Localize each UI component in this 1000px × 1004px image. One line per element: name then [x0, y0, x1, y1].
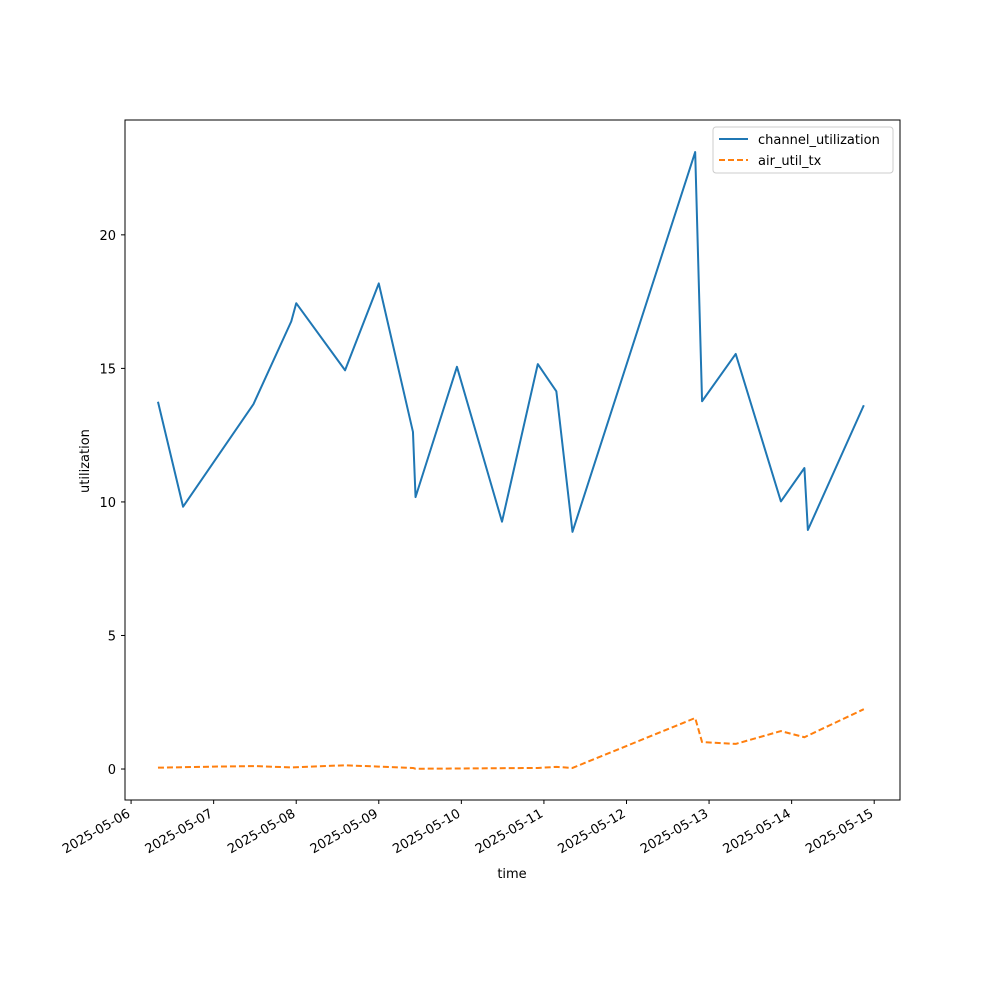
x-tick-label: 2025-05-12 [556, 806, 629, 857]
y-axis: 0 5 10 15 20 [99, 229, 125, 778]
x-tick-label: 2025-05-06 [60, 806, 133, 857]
y-tick-label: 15 [99, 362, 116, 377]
y-tick-label: 10 [99, 496, 116, 511]
y-tick-label: 5 [108, 629, 116, 644]
y-axis-label: utilization [78, 429, 93, 493]
y-tick-label: 20 [99, 229, 116, 244]
legend-label-air-util-tx: air_util_tx [758, 154, 822, 169]
y-tick-label: 0 [108, 763, 116, 778]
x-tick-label: 2025-05-13 [638, 806, 711, 857]
plot-area-background [125, 120, 900, 800]
x-tick-label: 2025-05-07 [143, 806, 216, 857]
legend: channel_utilization air_util_tx [713, 127, 893, 173]
x-tick-label: 2025-05-10 [390, 806, 463, 857]
x-tick-label: 2025-05-11 [473, 806, 546, 857]
x-tick-label: 2025-05-14 [721, 806, 794, 857]
x-axis-label: time [497, 867, 526, 882]
legend-label-channel-utilization: channel_utilization [758, 133, 880, 148]
x-tick-label: 2025-05-09 [308, 806, 381, 857]
x-tick-label: 2025-05-08 [225, 806, 298, 857]
x-tick-label: 2025-05-15 [803, 806, 876, 857]
